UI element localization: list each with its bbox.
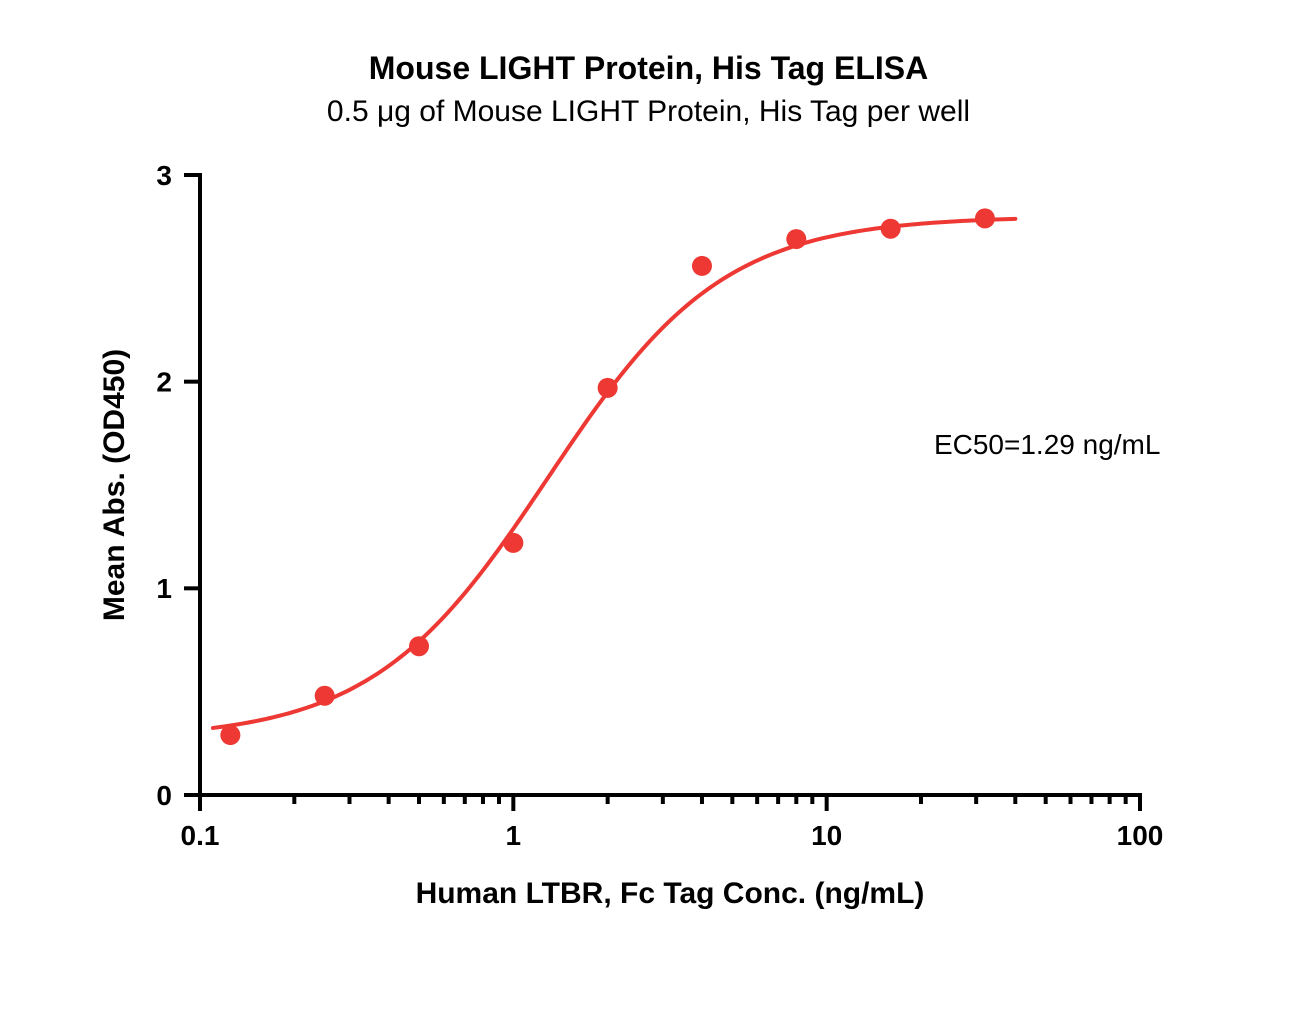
- x-axis-label: Human LTBR, Fc Tag Conc. (ng/mL): [416, 877, 925, 910]
- y-tick-label: 2: [156, 366, 172, 397]
- y-axis-label: Mean Abs. (OD450): [98, 349, 131, 621]
- data-point: [786, 229, 806, 249]
- data-point: [409, 636, 429, 656]
- chart-container: Mouse LIGHT Protein, His Tag ELISA 0.5 μ…: [0, 0, 1297, 1032]
- y-tick-label: 1: [156, 573, 172, 604]
- x-tick-label: 0.1: [181, 820, 220, 851]
- data-point: [598, 378, 618, 398]
- fit-curve: [213, 219, 1015, 728]
- x-tick-label: 100: [1117, 820, 1164, 851]
- data-point: [503, 533, 523, 553]
- chart-svg: 0.1110100Human LTBR, Fc Tag Conc. (ng/mL…: [0, 0, 1297, 1032]
- ec50-annotation: EC50=1.29 ng/mL: [934, 429, 1161, 460]
- data-point: [692, 256, 712, 276]
- data-point: [881, 219, 901, 239]
- x-tick-label: 1: [506, 820, 522, 851]
- data-point: [315, 686, 335, 706]
- y-tick-label: 3: [156, 160, 172, 191]
- y-tick-label: 0: [156, 780, 172, 811]
- x-tick-label: 10: [811, 820, 842, 851]
- data-point: [220, 725, 240, 745]
- data-point: [975, 208, 995, 228]
